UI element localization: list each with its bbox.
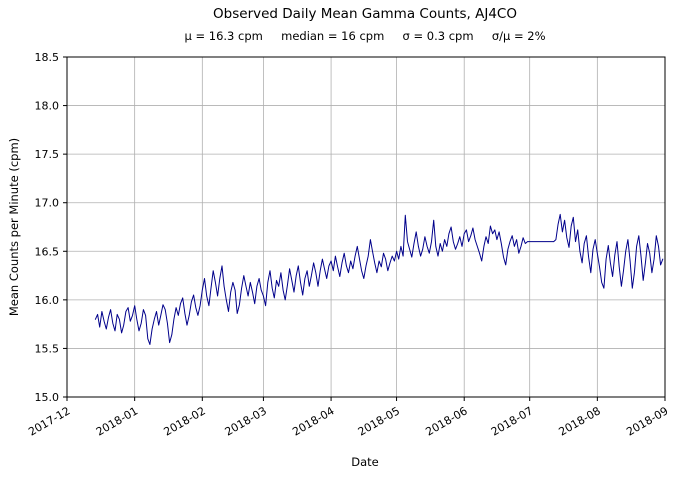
x-tick-label: 2018-03 xyxy=(223,404,269,438)
chart-title: Observed Daily Mean Gamma Counts, AJ4CO xyxy=(213,6,517,22)
y-axis-label: Mean Counts per Minute (cpm) xyxy=(7,137,21,317)
y-tick-label: 15.5 xyxy=(35,342,60,355)
x-tick-label: 2018-05 xyxy=(356,404,402,438)
y-tick-label: 17.0 xyxy=(35,197,60,210)
y-tick-label: 18.5 xyxy=(35,51,60,64)
y-tick-label: 15.0 xyxy=(35,391,60,404)
x-axis-label: Date xyxy=(351,455,379,469)
x-tick-label: 2018-01 xyxy=(94,404,140,438)
x-tick-label: 2018-08 xyxy=(557,404,603,438)
x-tick-label: 2018-04 xyxy=(290,404,336,438)
x-tick-label: 2018-07 xyxy=(489,404,535,438)
chart-subtitle: μ = 16.3 cpm median = 16 cpm σ = 0.3 cpm… xyxy=(184,29,546,43)
data-line xyxy=(94,213,664,345)
y-tick-label: 18.0 xyxy=(35,100,60,113)
x-tick-label: 2017-12 xyxy=(26,404,72,438)
y-tick-label: 16.5 xyxy=(35,245,60,258)
y-tick-label: 16.0 xyxy=(35,294,60,307)
x-tick-label: 2018-06 xyxy=(423,404,469,438)
x-tick-label: 2018-09 xyxy=(624,404,670,438)
y-tick-label: 17.5 xyxy=(35,148,60,161)
plot-border xyxy=(66,56,666,398)
x-tick-label: 2018-02 xyxy=(162,404,208,438)
